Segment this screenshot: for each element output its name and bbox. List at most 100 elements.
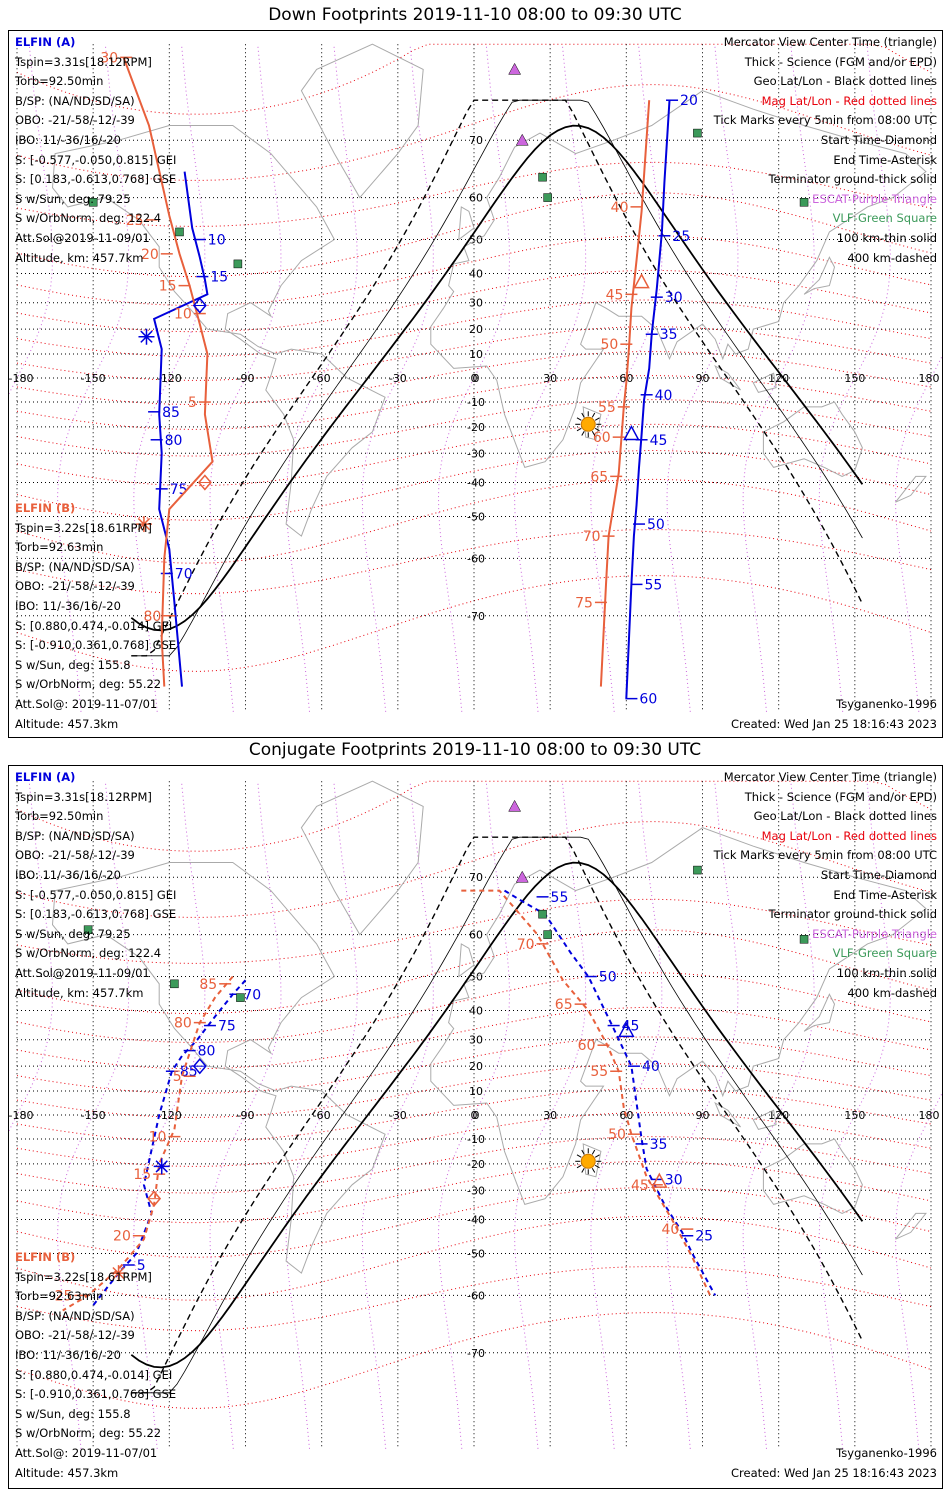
x-tick-label: 90 (696, 1109, 710, 1122)
escat-triangle (508, 799, 522, 812)
info-line: OBO: -21/-58/-12/-39 (15, 848, 135, 863)
coastline (300, 780, 424, 936)
tick-label: 75 (575, 595, 593, 611)
mag-lat-line (16, 269, 932, 333)
sun-ray (581, 1167, 585, 1173)
tick-label: 65 (590, 469, 608, 485)
legend-line: 400 km-dashed (847, 250, 937, 265)
tick-label: 55 (590, 1064, 608, 1080)
tick-label: 85 (199, 977, 217, 993)
x-tick-label: -180 (9, 372, 33, 385)
end-asterisk (137, 517, 151, 531)
sun-ray (594, 417, 600, 421)
info-line: Att.Sol@: 2019-11-07/01 (15, 1445, 158, 1460)
y-tick-label: -20 (467, 421, 485, 434)
info-line: S: [0.880,0.474,-0.014] GEI (15, 1367, 173, 1382)
vlf-square (83, 925, 93, 934)
x-tick-label: 120 (768, 1109, 789, 1122)
y-tick-label: 40 (469, 1004, 483, 1017)
y-tick-label: 30 (469, 1034, 483, 1047)
info-line: S: [-0.910,0.361,0.768] GSE (15, 1387, 177, 1402)
info-line: S w/OrbNorm, deg: 122.4 (15, 211, 162, 226)
footprint-line (152, 171, 209, 687)
x-tick-label: -180 (9, 1109, 33, 1122)
vlf-square (693, 865, 702, 875)
sun-ray (594, 427, 600, 432)
footer-right: Tsyganenko-1996 Created: Wed Jan 25 18:16… (731, 695, 937, 734)
y-tick-label: 60 (469, 192, 483, 205)
legend-line: Mag Lat/Lon - Red dotted lines (761, 93, 937, 108)
tick-label: 25 (126, 213, 144, 229)
vlf-square (88, 198, 98, 207)
mag-lon-line (514, 44, 587, 712)
tick-label: 75 (170, 482, 188, 498)
x-tick-label: 180 (919, 1109, 940, 1122)
info-line: OBO: -21/-58/-12/-39 (15, 579, 135, 594)
mag-lon-line (361, 44, 434, 712)
y-tick-label: 70 (469, 134, 483, 147)
mag-lon-line (818, 781, 891, 1449)
coastline (762, 1138, 863, 1214)
y-tick-label: 70 (469, 871, 483, 884)
terminator-ground (130, 124, 864, 632)
elfin-b-info: ELFIN (B) Tspin=3.22s[18.61RPM] Torb=92.63… (15, 499, 176, 734)
coastline (803, 256, 836, 295)
legend-line: Start Time-Diamond (821, 867, 937, 882)
sun-ray (576, 1164, 582, 1169)
tick-label: 65 (555, 997, 573, 1013)
elfin-a-info: ELFIN (A) Tspin=3.31s[18.12RPM] Torb=92.50… (15, 768, 176, 1003)
tick-label: 50 (599, 970, 617, 986)
info-line: B/SP: (NA/ND/SD/SA) (15, 828, 135, 843)
legend-line: ESCAT-Purple Triangle (812, 191, 937, 206)
y-tick-label: -70 (467, 1347, 485, 1360)
x-tick-label: -30 (389, 1109, 407, 1122)
vlf-square (543, 930, 552, 939)
x-tick-label: -150 (81, 1109, 106, 1122)
mag-lon-line (666, 44, 739, 712)
start-diamond (192, 297, 207, 314)
info-line: S: [0.183,-0.613,0.768] GSE (15, 907, 177, 922)
y-tick-label: 20 (469, 1060, 483, 1073)
terminator-400km (131, 836, 864, 1394)
info-line: Tspin=3.22s[18.61RPM] (15, 520, 152, 535)
sun-ray (581, 430, 585, 436)
x-tick-label: 150 (844, 372, 865, 385)
down-footprints-panel: -180 -150 -120 -90 -60 -30 0 30 60 90 120 150 180 70 6… (8, 30, 943, 738)
info-line: Torb=92.50min (15, 74, 104, 89)
info-line: ELFIN (B) (15, 501, 76, 515)
tick-label: 20 (113, 1229, 131, 1245)
coastline (714, 364, 741, 391)
coastline (895, 475, 927, 503)
y-tick-label: 0 (473, 1109, 480, 1122)
tick-label: 55 (551, 890, 569, 906)
sun-ray (576, 1154, 582, 1158)
terminator (130, 99, 864, 657)
mag-lon-line (57, 44, 130, 712)
axis-labels: -180 -150 -120 -90 -60 -30 0 30 60 90 120 150 180 70 6… (9, 134, 940, 623)
vlf-square (693, 128, 702, 138)
tick-label: 5 (173, 1069, 182, 1085)
tick-label: 50 (601, 337, 619, 353)
x-tick-label: 30 (543, 372, 557, 385)
tick-label: 40 (642, 1059, 660, 1075)
sun-icon (580, 1153, 596, 1169)
tick-label: 60 (593, 430, 611, 446)
footprint-line (503, 889, 717, 1296)
legend-line: Thick - Science (FGM and/or EPD) (744, 789, 937, 804)
center-triangle (651, 1172, 668, 1188)
end-asterisk (140, 330, 153, 343)
markers (88, 62, 809, 533)
y-tick-label: -20 (467, 1158, 485, 1171)
coastline (752, 372, 777, 393)
legend-line: Mercator View Center Time (triangle) (723, 770, 937, 784)
tick-label: 50 (647, 517, 665, 533)
info-line: Altitude: 457.3km (15, 1465, 119, 1480)
vlf-square (236, 993, 245, 1002)
y-tick-label: -60 (467, 552, 485, 565)
info-line: IBO: 11/-36/16/-20 (15, 132, 121, 147)
legend-line: Geo Lat/Lon - Black dotted lines (753, 74, 937, 89)
coastline (51, 125, 386, 537)
vlf-square (543, 193, 552, 202)
tick-label: 10 (149, 1130, 167, 1146)
mag-lon-line (133, 44, 206, 712)
